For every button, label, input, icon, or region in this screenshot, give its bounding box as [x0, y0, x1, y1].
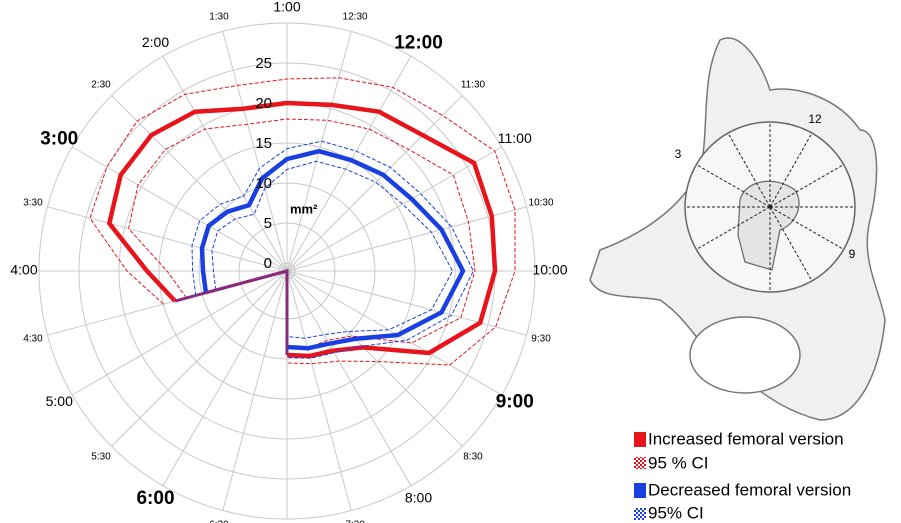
spoke [72, 147, 287, 271]
angle-label: 11:00 [498, 130, 532, 146]
center-connector [206, 271, 287, 347]
legend-swatch [634, 483, 646, 498]
angle-label: 12:30 [343, 12, 368, 23]
angle-label: 6:00 [136, 488, 174, 509]
r-tick-label: 15 [255, 135, 272, 152]
spoke [287, 147, 502, 271]
spoke [72, 271, 287, 395]
angle-label: 8:30 [463, 452, 483, 463]
angle-label: 4:00 [10, 262, 37, 278]
legend-label: Decreased femoral version [648, 480, 851, 499]
angle-label: 11:30 [461, 80, 486, 91]
legend: Increased femoral version 95 % CI Decrea… [634, 429, 851, 522]
angle-label: 5:00 [46, 393, 73, 409]
legend-label: 95 % CI [648, 453, 708, 472]
spoke [163, 56, 287, 271]
legend-label: 95% CI [648, 503, 704, 522]
series-line [202, 151, 463, 348]
illustration-label: 12 [808, 112, 822, 126]
angle-label: 2:30 [91, 80, 111, 91]
legend-swatch [634, 432, 646, 447]
spoke [287, 271, 462, 446]
spoke [163, 271, 287, 486]
angle-label: 10:30 [529, 198, 554, 209]
ci-line [192, 141, 473, 358]
angle-label: 9:30 [531, 334, 551, 345]
obturator-foramen [690, 317, 800, 393]
legend-swatch [634, 508, 646, 520]
ci-line [212, 161, 453, 338]
spoke [287, 271, 411, 486]
spoke [287, 96, 462, 271]
center-connector [175, 271, 287, 355]
angle-label: 8:00 [405, 489, 432, 505]
r-tick-label: 5 [264, 215, 272, 232]
angle-label: 1:00 [273, 0, 300, 15]
angle-label: 1:30 [209, 12, 229, 23]
illustration-label: 9 [849, 247, 856, 261]
r-unit-label: mm² [290, 201, 318, 216]
r-tick-label: 10 [255, 175, 272, 192]
angle-label: 3:00 [40, 129, 78, 150]
r-tick-label: 20 [255, 95, 272, 112]
spoke [287, 56, 411, 271]
series-line [109, 103, 495, 356]
legend-label: Increased femoral version [648, 429, 844, 448]
spoke [112, 271, 287, 446]
illustration-label: 3 [675, 147, 682, 161]
r-tick-label: 0 [264, 255, 272, 272]
legend-swatch [634, 457, 646, 469]
angle-label: 3:30 [23, 198, 43, 209]
angle-label: 9:00 [496, 392, 534, 413]
angle-label: 4:30 [23, 334, 43, 345]
angle-label: 2:00 [142, 34, 169, 50]
angle-label: 5:30 [91, 452, 111, 463]
radar-chart: 4:30 4:00 3:30 3:00 2:30 2:00 1:30 1:00 12:30 12:… [10, 0, 567, 523]
hip-illustration: 12 3 9 [590, 38, 885, 420]
angle-label: 12:00 [394, 32, 443, 53]
spoke [287, 271, 502, 395]
r-tick-label: 25 [255, 55, 272, 72]
ci-line [90, 78, 515, 365]
angle-label: 10:00 [532, 262, 567, 278]
figure: 4:30 4:00 3:30 3:00 2:30 2:00 1:30 1:00 12:30 12:… [0, 0, 901, 523]
